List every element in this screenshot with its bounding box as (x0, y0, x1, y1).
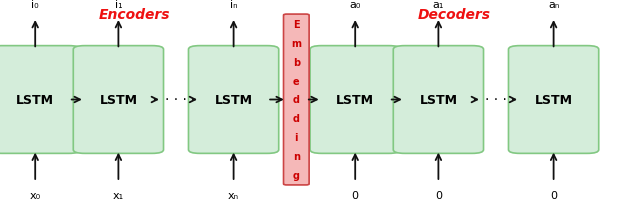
FancyBboxPatch shape (310, 46, 401, 154)
Text: · · ·: · · · (485, 93, 507, 107)
FancyBboxPatch shape (509, 46, 599, 154)
Text: n: n (293, 151, 300, 161)
Text: LSTM: LSTM (16, 94, 54, 106)
FancyBboxPatch shape (73, 46, 164, 154)
Text: x₀: x₀ (29, 190, 41, 200)
Text: i₀: i₀ (31, 0, 39, 10)
Text: i: i (294, 132, 298, 142)
Text: m: m (291, 39, 301, 49)
Text: d: d (293, 95, 300, 105)
FancyBboxPatch shape (284, 15, 309, 185)
Text: aₙ: aₙ (548, 0, 559, 10)
Text: iₙ: iₙ (230, 0, 237, 10)
Text: Encoders: Encoders (99, 8, 170, 22)
Text: g: g (293, 170, 300, 180)
Text: LSTM: LSTM (214, 94, 253, 106)
Text: E: E (293, 20, 300, 30)
Text: e: e (293, 76, 300, 86)
Text: a₁: a₁ (433, 0, 444, 10)
Text: a₀: a₀ (349, 0, 361, 10)
Text: LSTM: LSTM (534, 94, 573, 106)
Text: xₙ: xₙ (228, 190, 239, 200)
Text: x₁: x₁ (113, 190, 124, 200)
FancyBboxPatch shape (0, 46, 81, 154)
Text: 0: 0 (550, 190, 557, 200)
Text: d: d (293, 114, 300, 124)
Text: LSTM: LSTM (336, 94, 374, 106)
FancyBboxPatch shape (188, 46, 279, 154)
Text: 0: 0 (352, 190, 358, 200)
Text: Decoders: Decoders (418, 8, 491, 22)
Text: i₁: i₁ (115, 0, 122, 10)
FancyBboxPatch shape (393, 46, 484, 154)
Text: 0: 0 (435, 190, 442, 200)
Text: LSTM: LSTM (99, 94, 138, 106)
Text: · · ·: · · · (165, 93, 187, 107)
Text: LSTM: LSTM (419, 94, 458, 106)
Text: b: b (292, 58, 300, 68)
